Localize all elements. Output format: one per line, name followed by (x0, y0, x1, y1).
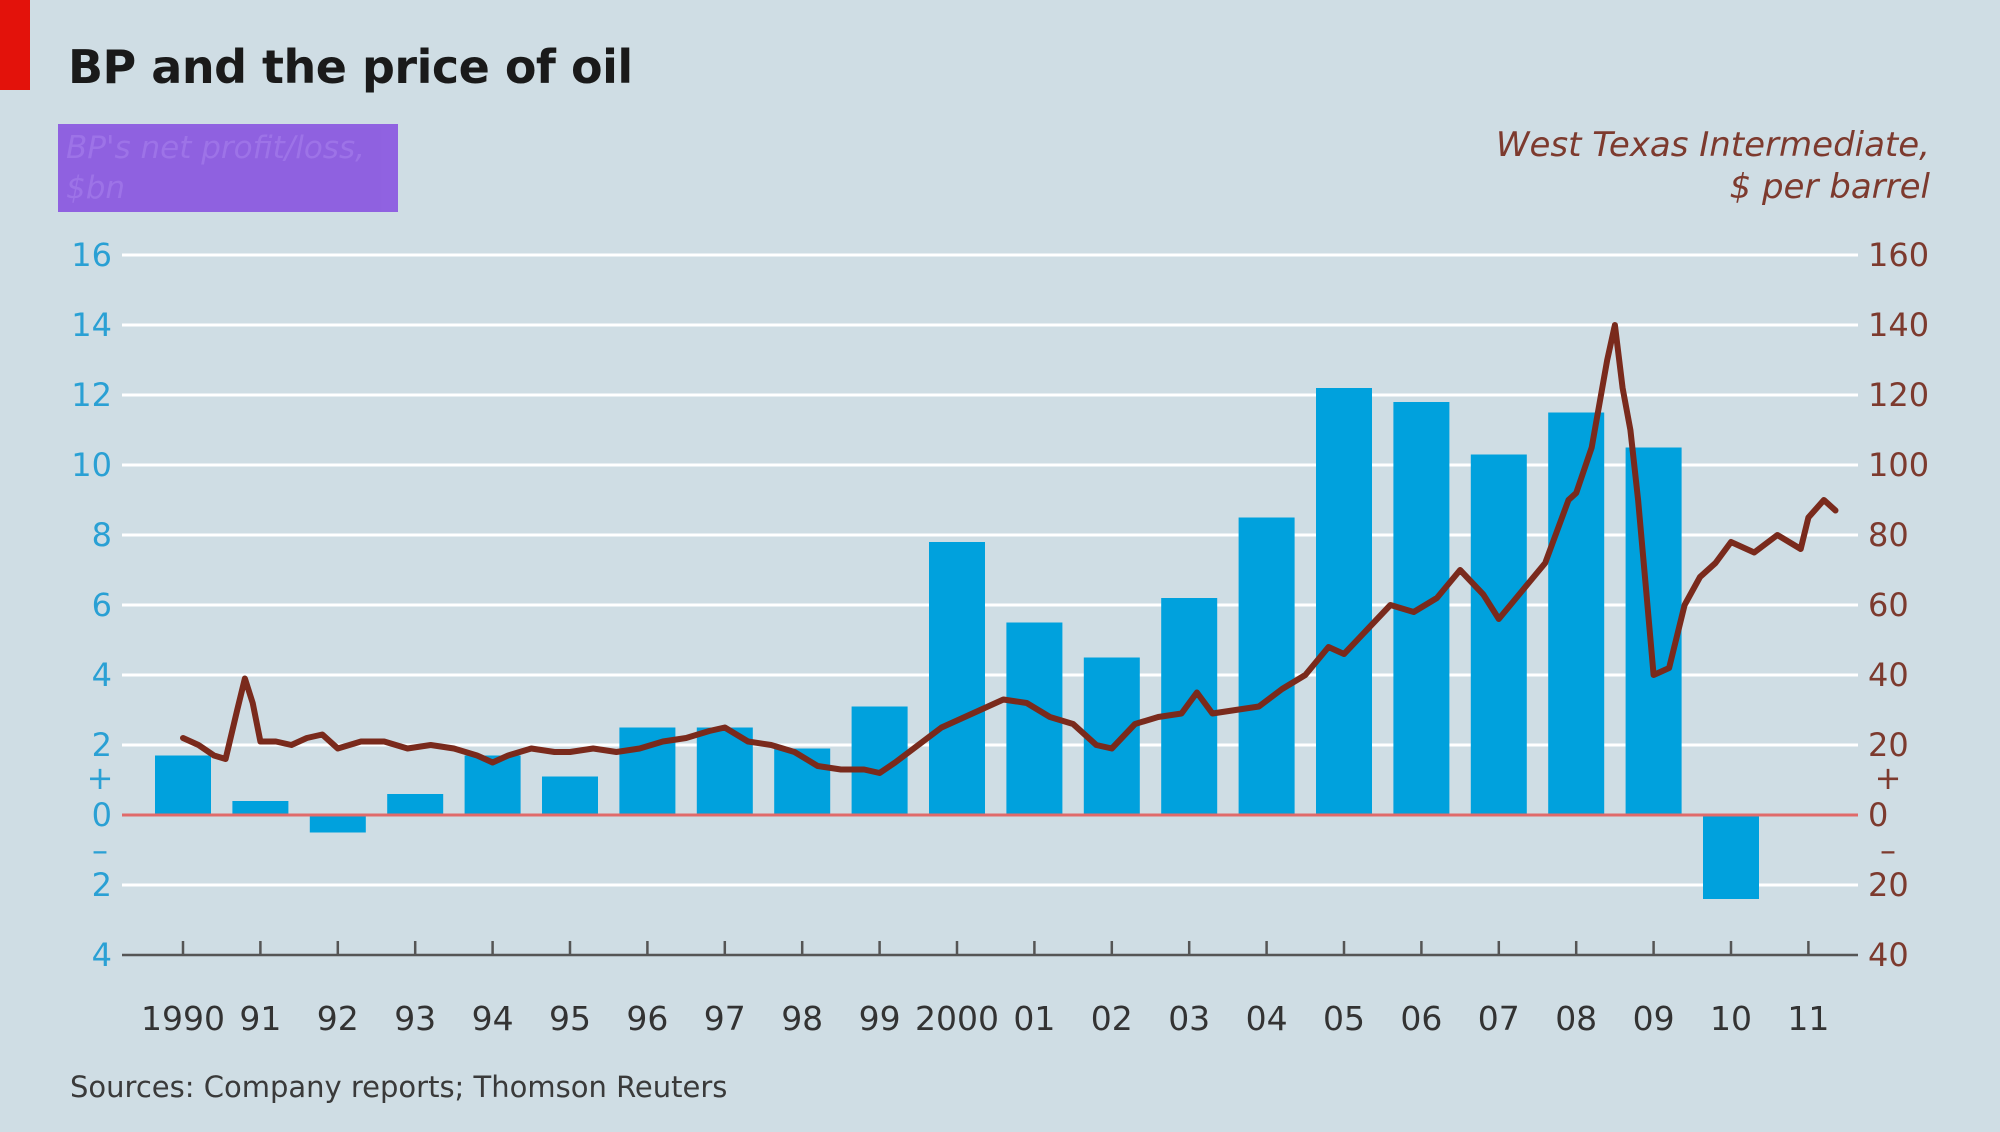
bar-2004 (1238, 517, 1295, 815)
right-tick-label: 0 (1868, 796, 1888, 834)
right-tick-label: 160 (1868, 236, 1929, 274)
right-tick-label: 120 (1868, 376, 1929, 414)
left-tick-label: 6 (92, 586, 112, 624)
bar-1991 (232, 801, 289, 815)
x-tick-label: 2000 (915, 999, 999, 1038)
x-tick-label: 09 (1633, 999, 1675, 1038)
x-tick-label: 07 (1478, 999, 1520, 1038)
x-tick-label: 97 (704, 999, 746, 1038)
left-tick-label: 4 (92, 936, 112, 974)
right-tick-label: 140 (1868, 306, 1929, 344)
left-axis-label-line2: $bn (66, 170, 126, 206)
x-tick-label: 98 (781, 999, 823, 1038)
right-tick-label: 20 (1868, 726, 1909, 764)
right-plus-sign: + (1875, 759, 1902, 797)
right-tick-label: 100 (1868, 446, 1929, 484)
right-tick-label: 40 (1868, 656, 1909, 694)
x-tick-label: 06 (1400, 999, 1442, 1038)
bar-2000 (929, 542, 985, 815)
left-tick-label: 4 (92, 656, 112, 694)
left-tick-label: 2 (92, 726, 112, 764)
x-tick-label: 01 (1013, 999, 1055, 1038)
x-tick-label: 03 (1168, 999, 1210, 1038)
left-axis-label: BP's net profit/loss, $bn (58, 124, 398, 212)
right-axis-label: West Texas Intermediate, $ per barrel (1410, 124, 1930, 208)
bar-2002 (1083, 657, 1140, 815)
left-tick-label: 0 (92, 796, 112, 834)
right-tick-label: 60 (1868, 586, 1909, 624)
x-tick-label: 11 (1787, 999, 1829, 1038)
bar-2007 (1470, 454, 1527, 815)
x-tick-label: 92 (317, 999, 359, 1038)
left-tick-label: 14 (71, 306, 112, 344)
x-tick-label: 96 (626, 999, 668, 1038)
left-tick-label: 8 (92, 516, 112, 554)
left-tick-label: 10 (71, 446, 112, 484)
bar-1992 (309, 815, 366, 833)
left-minus-sign: – (92, 831, 108, 869)
x-tick-label: 93 (394, 999, 436, 1038)
left-tick-label: 12 (71, 376, 112, 414)
x-tick-label: 08 (1555, 999, 1597, 1038)
x-tick-label: 02 (1091, 999, 1133, 1038)
right-tick-label: 20 (1868, 866, 1909, 904)
x-tick-label: 95 (549, 999, 591, 1038)
bar-2008 (1548, 412, 1605, 815)
x-tick-label: 99 (859, 999, 901, 1038)
chart-title: BP and the price of oil (68, 40, 633, 94)
right-axis-label-line1: West Texas Intermediate, (1495, 125, 1930, 165)
bar-1990 (155, 755, 211, 815)
left-tick-label: 2 (92, 866, 112, 904)
x-tick-label: 04 (1246, 999, 1288, 1038)
x-tick-label: 05 (1323, 999, 1365, 1038)
wti-price-line (180, 322, 1839, 776)
x-tick-label: 94 (472, 999, 514, 1038)
bar-2009 (1625, 447, 1682, 815)
right-tick-label: 80 (1868, 516, 1909, 554)
x-tick-label: 10 (1710, 999, 1752, 1038)
right-tick-label: 40 (1868, 936, 1909, 974)
bar-2010 (1703, 815, 1759, 899)
source-note: Sources: Company reports; Thomson Reuter… (70, 1070, 728, 1104)
left-tick-label: 16 (71, 236, 112, 274)
left-plus-sign: + (87, 759, 114, 797)
x-tick-label: 91 (239, 999, 281, 1038)
bar-1995 (542, 776, 598, 815)
x-tick-label: 1990 (141, 999, 225, 1038)
right-minus-sign: – (1880, 831, 1896, 869)
bar-1993 (387, 794, 444, 815)
left-axis-label-line1: BP's net profit/loss, (66, 130, 365, 166)
bar-2005 (1316, 388, 1372, 815)
right-axis-label-line2: $ per barrel (1729, 167, 1930, 207)
brand-red-tag (0, 0, 30, 90)
